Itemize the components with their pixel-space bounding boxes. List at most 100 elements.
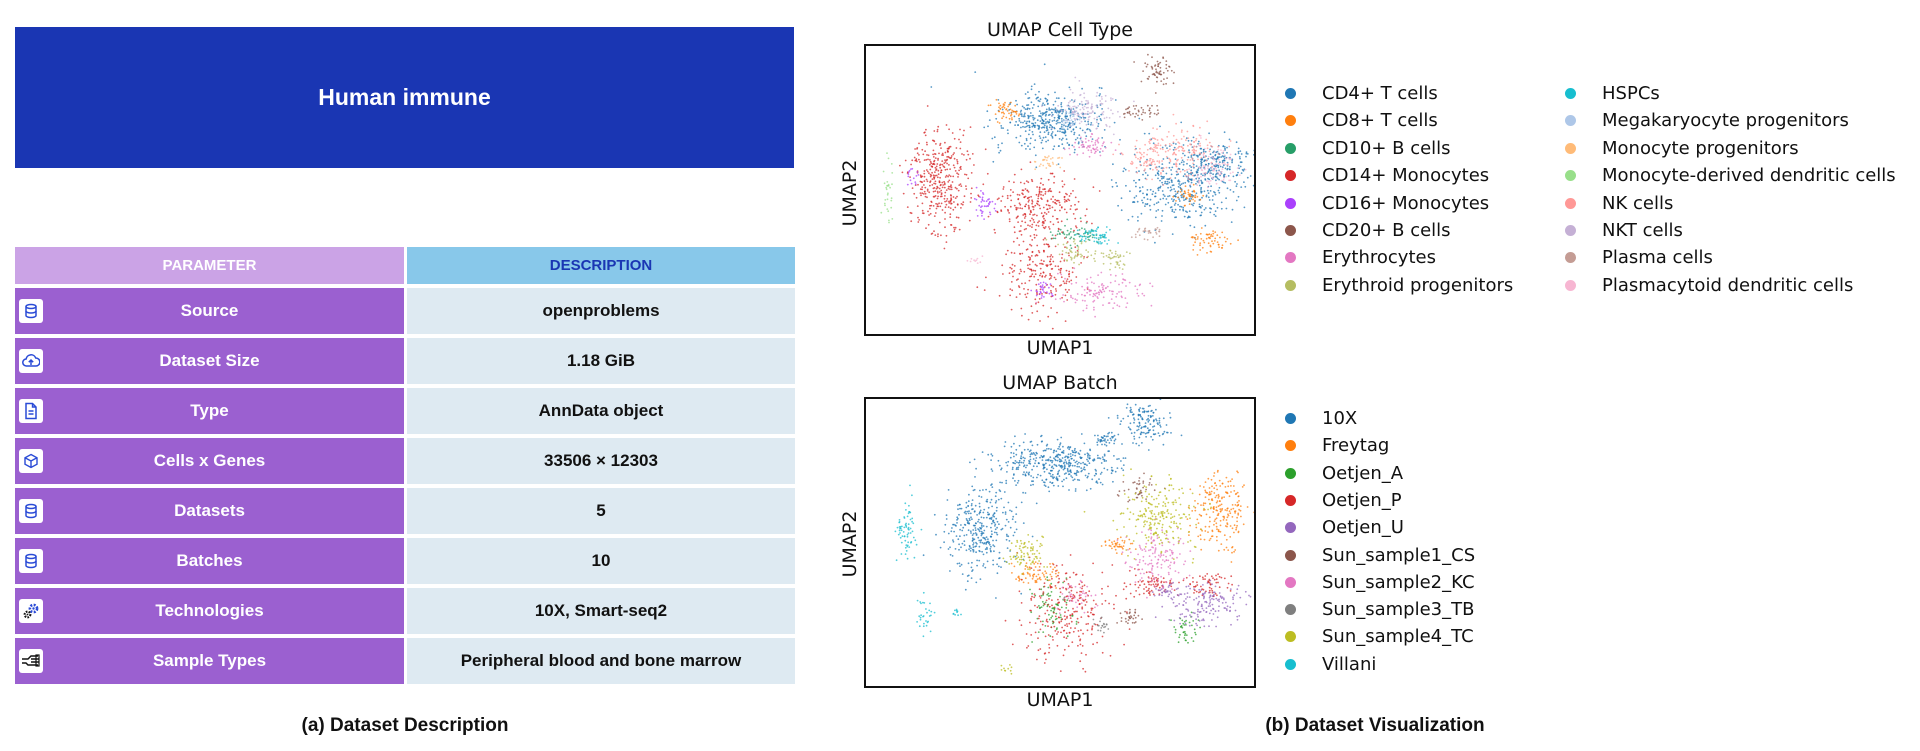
legend-label: Monocyte progenitors [1602, 137, 1799, 159]
legend-label: NK cells [1602, 192, 1674, 214]
legend-item-cd20-b-cells: CD20+ B cells [1285, 220, 1451, 241]
legend-marker [1285, 142, 1296, 154]
umap-celltype-title: UMAP Cell Type [987, 19, 1133, 41]
parameter-header: PARAMETER [15, 247, 404, 284]
legend-label: Plasmacytoid dendritic cells [1602, 274, 1854, 296]
cluster-villani [894, 484, 923, 562]
cluster-oetjen-p [1004, 551, 1131, 700]
legend-marker [1285, 413, 1296, 424]
legend-marker [1565, 279, 1576, 291]
parameter-label: Sample Types [152, 651, 267, 670]
legend-marker [1565, 197, 1576, 209]
table-row: Batches 10 [15, 538, 795, 584]
legend-item-sun-sample2-kc: Sun_sample2_KC [1285, 572, 1475, 593]
cluster-cd14-monocytes [987, 161, 1101, 257]
parameter-label: Cells x Genes [153, 451, 266, 470]
legend-marker [1285, 576, 1296, 588]
legend-label: Sun_sample4_TC [1322, 626, 1474, 648]
cluster-sun-sample2-kc [1116, 517, 1192, 599]
legend-marker [1285, 440, 1296, 452]
legend-label: CD14+ Monocytes [1322, 165, 1490, 187]
legend-label: Monocyte-derived dendritic cells [1602, 165, 1896, 187]
cluster-oetjen-p [1185, 573, 1233, 598]
legend-item-oetjen-a: Oetjen_A [1285, 463, 1403, 484]
umap-celltype-scatter [880, 53, 1259, 330]
table-row: Type AnnData object [15, 388, 795, 434]
cluster-10x [922, 458, 1038, 599]
parameter-cell: Cells x Genes [15, 438, 404, 484]
parameter-cell: Technologies [15, 588, 404, 634]
legend-label: Oetjen_U [1322, 517, 1404, 539]
legend-marker [1285, 467, 1296, 479]
legend-label: Sun_sample2_KC [1322, 571, 1475, 593]
legend-marker [1285, 115, 1296, 127]
cluster-cd8-t-cells [987, 98, 1021, 124]
cluster-erythroid-progenitors [1045, 238, 1097, 266]
parameter-label: Dataset Size [159, 351, 260, 370]
cluster-freytag [1186, 469, 1259, 563]
legend-marker [1565, 88, 1576, 99]
table-header-row: PARAMETER DESCRIPTION [15, 247, 795, 284]
database-icon [19, 299, 43, 323]
cluster-cd14-monocytes [899, 105, 989, 250]
parameter-label: Datasets [174, 501, 245, 520]
table-row: Technologies 10X, Smart-seq2 [15, 588, 795, 634]
legend-marker [1565, 115, 1576, 127]
legend-item-cd4-t-cells: CD4+ T cells [1285, 83, 1438, 104]
table-row: Cells x Genes 33506 × 12303 [15, 438, 795, 484]
legend-marker [1285, 279, 1296, 291]
table-row: Datasets 5 [15, 488, 795, 534]
parameter-cell: Type [15, 388, 404, 434]
legend-label: Erythrocytes [1322, 247, 1436, 269]
legend-marker [1285, 88, 1296, 99]
legend-marker [1285, 658, 1296, 670]
cluster-freytag [1010, 561, 1060, 589]
legend-label: CD4+ T cells [1322, 83, 1438, 104]
cluster-monocyte-derived-dendritic-cells [880, 152, 894, 224]
legend-label: Sun_sample1_CS [1322, 544, 1476, 566]
cluster-cd16-monocytes [906, 167, 920, 186]
database-icon [19, 499, 43, 523]
legend-item-villani: Villani [1285, 654, 1376, 675]
legend-marker [1565, 225, 1576, 236]
description-cell: 10X, Smart-seq2 [407, 588, 795, 634]
description-cell: AnnData object [407, 388, 795, 434]
legend-item-sun-sample3-tb: Sun_sample3_TB [1285, 599, 1474, 620]
cluster-oetjen-a [1170, 611, 1201, 644]
legend-label: Oetjen_A [1322, 462, 1404, 484]
legend-item-monocyte-progenitors: Monocyte progenitors [1565, 138, 1799, 159]
cluster-plasmacytoid-dendritic-cells [966, 255, 984, 264]
umap-batch-ylabel: UMAP2 [839, 510, 861, 578]
cluster-sun-sample4-tc [1002, 534, 1049, 575]
legend-label: CD16+ Monocytes [1322, 192, 1490, 214]
cluster-cd14-monocytes [976, 226, 1089, 330]
legend-item-sun-sample4-tc: Sun_sample4_TC [1285, 626, 1474, 647]
legend-item-plasma-cells: Plasma cells [1565, 247, 1713, 268]
cluster-cd16-monocytes [1030, 281, 1054, 299]
dataset-title: Human immune [318, 84, 491, 110]
cluster-sun-sample1-cs [1116, 608, 1143, 625]
parameter-label: Type [190, 401, 229, 420]
table-row: Dataset Size 1.18 GiB [15, 338, 795, 384]
legend-item-cd14-monocytes: CD14+ Monocytes [1285, 165, 1489, 186]
caption-dataset-visualization: (b) Dataset Visualization [1265, 715, 1485, 736]
umap-batch-title: UMAP Batch [1002, 372, 1118, 394]
legend-marker [1285, 225, 1296, 236]
legend-item-monocyte-derived-dendritic-cells: Monocyte-derived dendritic cells [1565, 165, 1896, 186]
description-cell: 5 [407, 488, 795, 534]
umap-celltype-ylabel: UMAP2 [839, 159, 861, 227]
cluster-cd20-b-cells [1133, 53, 1175, 94]
umap-batch-xlabel: UMAP1 [1026, 689, 1094, 711]
legend-item-oetjen-u: Oetjen_U [1285, 517, 1404, 538]
legend-item-plasmacytoid-dendritic-cells: Plasmacytoid dendritic cells [1565, 275, 1853, 296]
legend-marker [1285, 604, 1296, 616]
cluster-sun-sample2-kc [1056, 579, 1099, 615]
cluster-cd8-t-cells [1190, 227, 1239, 256]
document-icon [19, 399, 43, 423]
cluster-sun-sample1-cs [1116, 472, 1166, 503]
legend-label: Freytag [1322, 435, 1390, 457]
cluster-nkt-cells [1041, 76, 1135, 142]
cluster-10x [981, 417, 1127, 494]
legend-item-cd10-b-cells: CD10+ B cells [1285, 138, 1451, 159]
legend-label: HSPCs [1602, 83, 1660, 104]
